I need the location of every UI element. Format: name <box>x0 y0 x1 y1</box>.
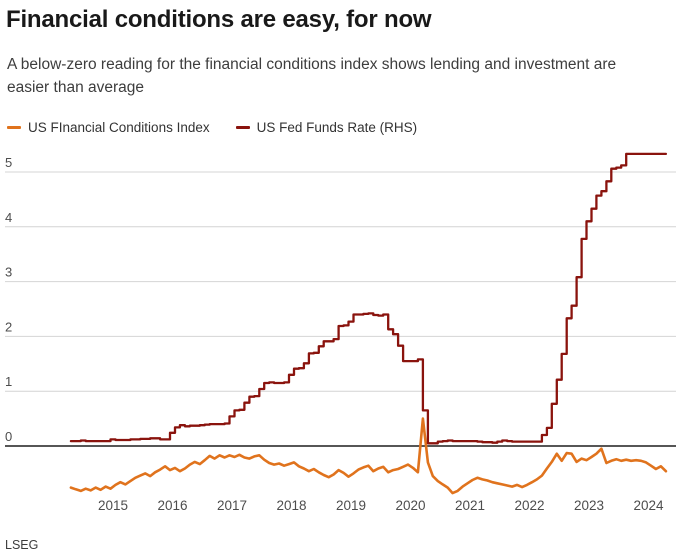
x-tick-label: 2024 <box>633 498 664 513</box>
page-subtitle: A below-zero reading for the financial c… <box>7 56 617 96</box>
x-tick-label: 2018 <box>276 498 306 513</box>
x-tick-label: 2022 <box>514 498 544 513</box>
source-label: LSEG <box>5 538 39 552</box>
x-tick-label: 2023 <box>574 498 604 513</box>
x-tick-label: 2015 <box>98 498 128 513</box>
x-tick-label: 2020 <box>395 498 425 513</box>
legend-label-fed-funds: US Fed Funds Rate (RHS) <box>256 120 418 135</box>
x-tick-label: 2017 <box>217 498 247 513</box>
legend-item-fed-funds: US Fed Funds Rate (RHS) <box>235 120 418 135</box>
y-tick-label: 3 <box>5 265 12 280</box>
legend-item-fci: US FInancial Conditions Index <box>7 120 210 135</box>
series-financial-conditions-index <box>69 417 668 495</box>
x-tick-label: 2016 <box>157 498 187 513</box>
legend-label-fci: US FInancial Conditions Index <box>28 120 210 135</box>
y-tick-label: 2 <box>5 319 12 334</box>
legend-swatch-fed-funds <box>235 126 250 129</box>
page-title: Financial conditions are easy, for now <box>6 6 432 33</box>
y-tick-label: 1 <box>5 374 12 389</box>
series-fed-funds-rate <box>69 152 668 445</box>
legend-swatch-fci <box>7 126 21 129</box>
chart-legend: US FInancial Conditions Index US Fed Fun… <box>7 120 417 135</box>
x-tick-label: 2019 <box>336 498 366 513</box>
y-tick-label: 5 <box>5 155 12 170</box>
y-tick-label: 4 <box>5 210 12 225</box>
x-tick-label: 2021 <box>455 498 485 513</box>
y-tick-label: 0 <box>5 429 12 444</box>
